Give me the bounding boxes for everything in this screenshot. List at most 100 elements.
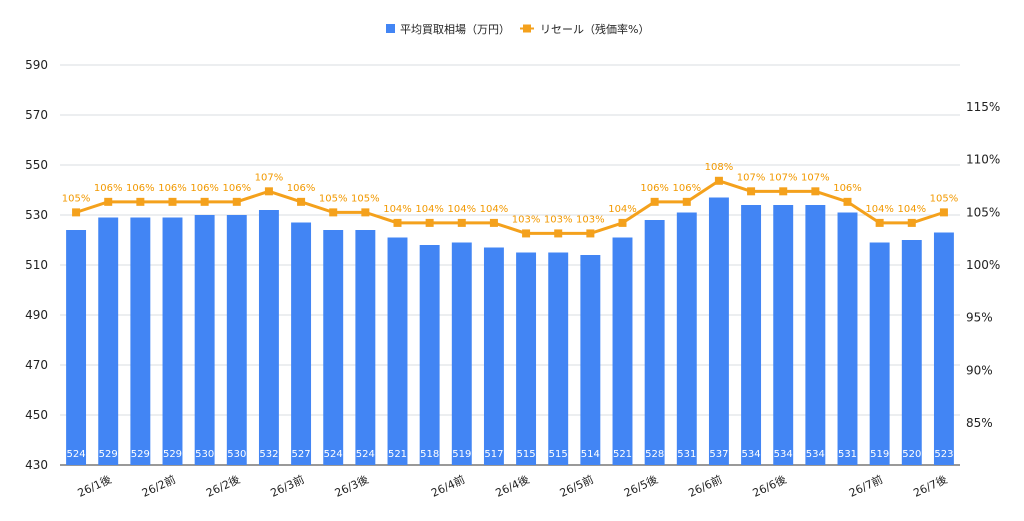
resale-point (907, 218, 916, 227)
x-axis-category-label: 26/4後 (493, 472, 531, 500)
bar (901, 240, 922, 465)
bar (483, 247, 504, 465)
right-axis-tick-label: 95% (966, 311, 993, 325)
bar-value-label: 528 (645, 449, 664, 460)
bar-value-label: 524 (67, 449, 86, 460)
resale-value-label: 106% (158, 183, 187, 194)
bar-value-label: 529 (163, 449, 182, 460)
x-axis-category-label: 26/5前 (557, 472, 595, 500)
resale-point (747, 187, 756, 196)
resale-point (457, 218, 466, 227)
resale-point (554, 229, 563, 238)
bar (66, 230, 87, 465)
left-axis-tick-label: 570 (25, 108, 48, 122)
resale-value-label: 104% (480, 204, 509, 215)
resale-point (714, 176, 723, 185)
bar (580, 255, 601, 465)
x-axis-category-label: 26/7前 (847, 472, 885, 500)
bar-value-label: 517 (484, 449, 503, 460)
right-axis-tick-label: 110% (966, 153, 1000, 167)
resale-value-label: 106% (94, 183, 123, 194)
bar (708, 197, 729, 465)
resale-value-label: 108% (705, 162, 734, 173)
resale-point (329, 208, 338, 217)
resale-point (811, 187, 820, 196)
x-axis-category-label: 26/3後 (332, 472, 370, 500)
resale-point (586, 229, 595, 238)
resale-value-label: 106% (126, 183, 155, 194)
bar-value-label: 530 (227, 449, 246, 460)
bar-value-label: 518 (420, 449, 439, 460)
bar-value-label: 519 (870, 449, 889, 460)
bar (291, 222, 312, 465)
resale-value-label: 107% (255, 172, 284, 183)
resale-point (489, 218, 498, 227)
bar-value-label: 537 (709, 449, 728, 460)
bar-value-label: 531 (838, 449, 857, 460)
bar-value-label: 524 (324, 449, 343, 460)
bar (676, 212, 697, 465)
x-axis-category-label: 26/3前 (268, 472, 306, 500)
resale-point (875, 218, 884, 227)
left-axis-tick-label: 510 (25, 258, 48, 272)
resale-point (843, 197, 852, 206)
resale-point (682, 197, 691, 206)
bar (451, 242, 472, 465)
bar-value-label: 530 (195, 449, 214, 460)
resale-value-label: 104% (447, 204, 476, 215)
right-axis-tick-label: 115% (966, 100, 1000, 114)
left-axis-tick-label: 430 (25, 458, 48, 472)
right-axis-tick-label: 105% (966, 205, 1000, 219)
bar (355, 230, 376, 465)
resale-point (361, 208, 370, 217)
bar (323, 230, 344, 465)
left-axis-tick-label: 490 (25, 308, 48, 322)
x-axis-category-label: 26/1後 (75, 472, 113, 500)
resale-point (232, 197, 241, 206)
bar-value-label: 520 (902, 449, 921, 460)
left-axis-tick-label: 470 (25, 358, 48, 372)
bar-value-label: 519 (452, 449, 471, 460)
resale-point (779, 187, 788, 196)
resale-value-label: 106% (222, 183, 251, 194)
resale-value-label: 103% (512, 214, 541, 225)
bar (869, 242, 890, 465)
legend-swatch-bar (386, 24, 395, 33)
resale-point (297, 197, 306, 206)
bar-value-label: 515 (517, 449, 536, 460)
resale-point (425, 218, 434, 227)
bar-value-label: 534 (742, 449, 761, 460)
bar-value-label: 515 (549, 449, 568, 460)
resale-value-label: 107% (769, 172, 798, 183)
right-axis-tick-label: 85% (966, 416, 993, 430)
bar-value-label: 527 (292, 449, 311, 460)
bar-value-label: 514 (581, 449, 600, 460)
resale-point (104, 197, 113, 206)
resale-value-label: 105% (319, 193, 348, 204)
bar (387, 237, 408, 465)
bar (644, 220, 665, 465)
x-axis-category-label: 26/2前 (139, 472, 177, 500)
resale-value-label: 107% (801, 172, 830, 183)
bar-value-label: 523 (934, 449, 953, 460)
left-axis-tick-label: 550 (25, 158, 48, 172)
resale-value-label: 106% (287, 183, 316, 194)
resale-point (136, 197, 145, 206)
bar-value-label: 534 (806, 449, 825, 460)
resale-value-label: 103% (576, 214, 605, 225)
resale-value-label: 105% (351, 193, 380, 204)
left-axis-tick-label: 590 (25, 58, 48, 72)
bar (612, 237, 633, 465)
x-axis-category-label: 26/4前 (429, 472, 467, 500)
bar (741, 205, 762, 465)
bar (419, 245, 440, 465)
bar (162, 217, 183, 465)
resale-value-label: 107% (737, 172, 766, 183)
bar (258, 210, 279, 465)
resale-value-label: 104% (865, 204, 894, 215)
x-axis-category-label: 26/6前 (686, 472, 724, 500)
resale-point (522, 229, 531, 238)
resale-value-label: 106% (640, 183, 669, 194)
